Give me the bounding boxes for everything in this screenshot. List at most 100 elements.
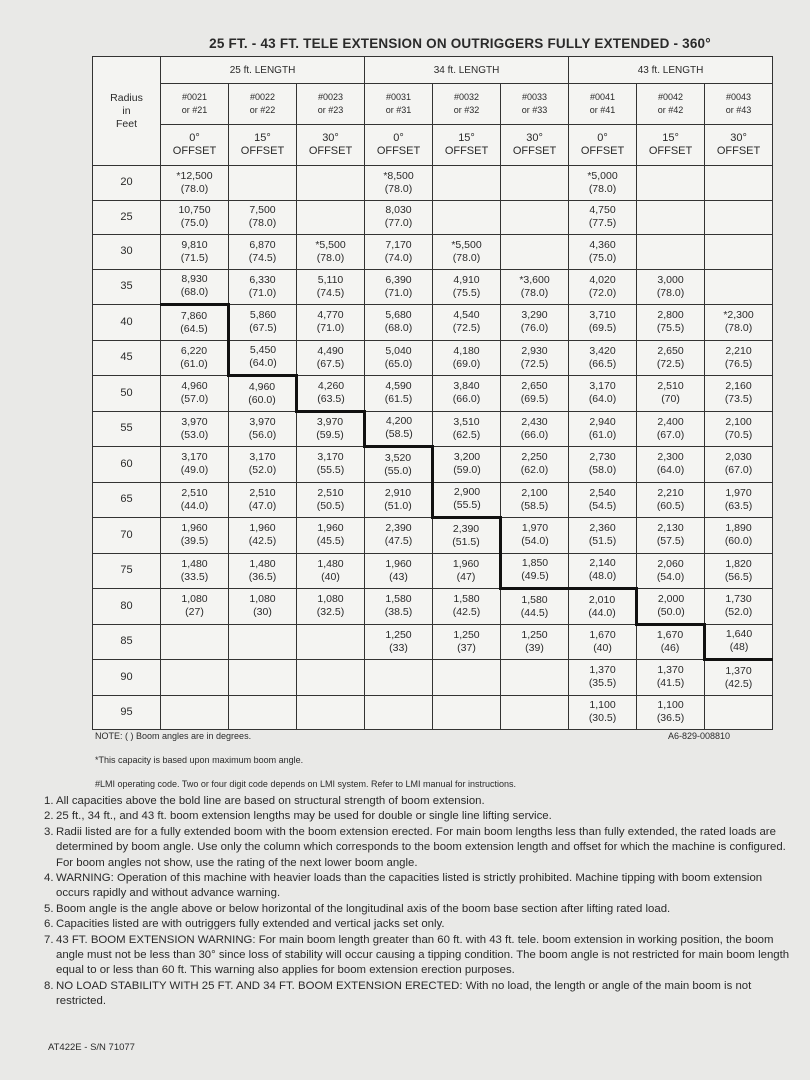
boom-angle: (35.5): [588, 677, 617, 690]
capacity: 5,040: [385, 344, 412, 357]
capacity-cell: 2,030 (67.0): [704, 446, 774, 483]
boom-angle: (56.0): [248, 428, 277, 441]
capacity: 4,540: [453, 309, 480, 322]
note-number: 5.: [44, 902, 54, 915]
code: #0041: [590, 92, 616, 102]
note-item: 2. 25 ft., 34 ft., and 43 ft. boom extens…: [44, 809, 790, 824]
data-row: 60 3,170 (49.0) 3,170 (52.0) 3,170 (55.5) 3,520…: [92, 445, 774, 483]
boom-angle: (50.0): [657, 605, 685, 618]
asterisk-note: *This capacity is based upon maximum boo…: [95, 755, 304, 765]
note: NOTE: ( ) Boom angles are in degrees.: [95, 731, 252, 741]
capacity: 4,960: [181, 380, 208, 393]
boom-angle: (50.5): [316, 499, 345, 512]
capacity-cell: [295, 694, 366, 730]
capacity-cell: 1,970 (63.5): [704, 481, 774, 518]
capacity: 2,650: [657, 344, 684, 357]
capacity: 1,970: [725, 486, 752, 499]
capacity: 2,010: [588, 593, 616, 606]
capacity: 1,370: [725, 664, 752, 677]
capacity-cell: [160, 623, 229, 660]
code: #0033: [522, 92, 548, 102]
capacity-cell: 1,890 (60.0): [704, 517, 774, 554]
offset-cell: 15° OFFSET: [432, 124, 502, 166]
capacity: 2,390: [385, 522, 412, 535]
note-text: Capacities listed are with outriggers fu…: [56, 918, 445, 931]
boom-angle: (76.0): [520, 322, 549, 335]
capacity: 3,290: [521, 309, 548, 322]
capacity: 2,140: [589, 557, 616, 570]
capacity-cell: [500, 199, 570, 235]
capacity: 6,220: [180, 344, 208, 357]
capacity: 3,170: [181, 451, 208, 464]
boom-angle: (58.5): [385, 428, 413, 441]
data-row: 75 1,480 (33.5) 1,480 (36.5) 1,480 (40) 1,960 (4…: [92, 552, 774, 589]
note-text: 43 FT. BOOM EXTENSION WARNING: For main …: [56, 933, 790, 977]
capacity-cell: 1,960 (43): [364, 552, 434, 589]
offset-label: OFFSET: [580, 145, 625, 157]
capacity-cell: 4,960 (60.0): [228, 374, 298, 412]
capacity-cell: 3,170 (64.0): [568, 375, 638, 412]
capacity-cell: 3,520 (55.0): [364, 445, 435, 483]
capacity-cell: 4,910 (75.5): [432, 268, 502, 305]
offset-cell: 15° OFFSET: [228, 124, 297, 166]
capacity: 2,390: [452, 522, 480, 535]
capacity-cell: 4,960 (57.0): [160, 375, 229, 412]
boom-angle: (71.0): [316, 322, 345, 335]
note-text: NO LOAD STABILITY WITH 25 FT. AND 34 FT.…: [56, 979, 752, 1008]
capacity-cell: [228, 165, 297, 201]
capacity-cell: 3,170 (52.0): [228, 446, 297, 483]
capacity: 3,710: [589, 309, 616, 322]
data-row: 25 10,750 (75.0) 7,500 (78.0) 8,030 (77.0) 4,75…: [92, 199, 774, 235]
data-row: 45 6,220 (61.0) 5,450 (64.0) 4,490 (67.5) 5,040…: [92, 339, 774, 376]
boom-angle: (47.5): [384, 535, 413, 548]
offset-angle: 0°: [189, 132, 200, 144]
capacity: 2,210: [657, 486, 684, 499]
capacity: 2,910: [384, 486, 412, 499]
capacity: 2,730: [589, 451, 616, 464]
code-alt: or #41: [589, 105, 616, 115]
boom-angle: (43): [389, 570, 408, 583]
capacity-cell: 8,930 (68.0): [160, 268, 229, 305]
boom-angle: (51.5): [588, 535, 617, 548]
note-item: 7. 43 FT. BOOM EXTENSION WARNING: For mai…: [44, 933, 790, 979]
capacity-cell: 2,210 (60.5): [636, 481, 706, 518]
code-cell: #0042 or #42: [636, 83, 706, 125]
data-row: 90 1,370 (35.5) 1,370 (41.5) 1,370 (42.5): [92, 658, 774, 696]
capacity: 2,100: [521, 486, 548, 499]
note-text: 25 ft., 34 ft., and 43 ft. boom extensio…: [56, 810, 552, 823]
capacity: 4,590: [385, 380, 412, 393]
boom-angle: (59.0): [453, 464, 481, 477]
capacity-cell: 10,750 (75.0): [160, 199, 229, 235]
capacity-cell: 1,480 (40): [295, 552, 366, 589]
group-header: 43 ft. LENGTH: [568, 56, 774, 84]
boom-angle: (58.5): [520, 499, 549, 512]
capacity-cell: 3,200 (59.0): [432, 446, 502, 483]
capacity-cell: 3,290 (76.0): [500, 304, 570, 341]
code: #0042: [658, 92, 684, 102]
offset-angle: 0°: [393, 132, 404, 144]
capacity: 3,170: [317, 451, 344, 464]
offset-cell: 30° OFFSET: [500, 124, 570, 166]
boom-angle: (44.5): [520, 606, 549, 619]
boom-angle: (44.0): [588, 606, 616, 619]
capacity-cell: 1,370 (35.5): [568, 659, 638, 696]
boom-angle: (40): [321, 570, 340, 583]
capacity-cell: 5,110 (74.5): [295, 268, 366, 305]
boom-angle: (66.0): [452, 393, 481, 406]
capacity-cell: 1,080 (30): [228, 588, 297, 625]
capacity-cell: 3,970 (56.0): [228, 410, 297, 447]
code-cell: #0021 or #21: [160, 83, 229, 125]
capacity-cell: 7,500 (78.0): [228, 199, 297, 235]
capacity-cell: [228, 623, 297, 660]
note-text: All capacities above the bold line are b…: [56, 795, 485, 807]
boom-angle: (71.0): [248, 286, 277, 299]
note-item: 3. Radii listed are for a fully extended …: [44, 825, 790, 871]
capacity: 6,330: [249, 273, 276, 286]
boom-angle: (75.0): [588, 251, 617, 264]
radius-header-line: Feet: [115, 117, 137, 130]
capacity-cell: [160, 694, 229, 730]
capacity: 4,910: [453, 273, 480, 286]
boom-angle: (70.5): [724, 428, 753, 441]
boom-angle: (49.5): [521, 570, 549, 583]
capacity: 7,170: [385, 238, 412, 251]
